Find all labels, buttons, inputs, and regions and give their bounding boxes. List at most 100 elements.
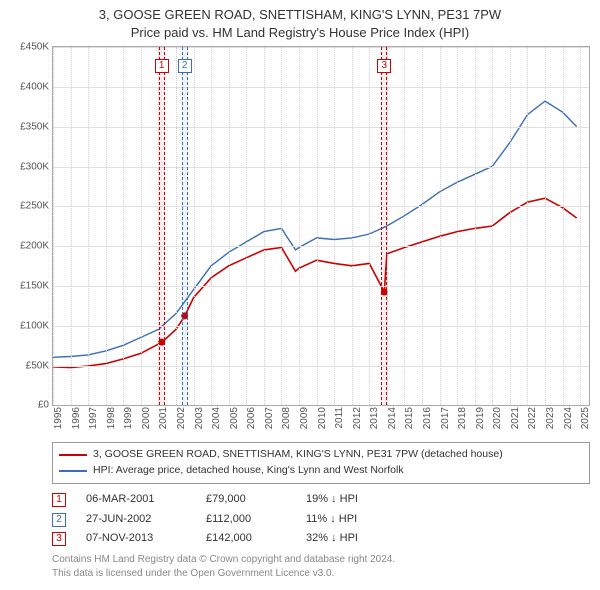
sale-delta: 11% ↓ HPI <box>306 510 357 530</box>
gridline-v <box>545 47 546 405</box>
x-tick-label: 2003 <box>194 407 205 429</box>
marker-band <box>159 47 165 405</box>
y-tick-label: £0 <box>38 400 49 411</box>
x-tick-label: 2002 <box>176 407 187 429</box>
series-line-hpi <box>53 101 577 357</box>
marker-label: 2 <box>178 59 192 73</box>
sale-row: 307-NOV-2013£142,00032% ↓ HPI <box>52 529 590 549</box>
x-tick-label: 2012 <box>352 407 363 429</box>
gridline-v <box>141 47 142 405</box>
gridline-v <box>106 47 107 405</box>
gridline-v <box>264 47 265 405</box>
marker-label: 1 <box>155 59 169 73</box>
attribution: Contains HM Land Registry data © Crown c… <box>52 553 590 580</box>
gridline-v <box>299 47 300 405</box>
sale-date: 27-JUN-2002 <box>86 510 186 530</box>
x-tick-label: 2000 <box>141 407 152 429</box>
sale-marker-number: 2 <box>52 513 66 527</box>
y-tick-label: £450K <box>20 42 49 53</box>
title-line-1: 3, GOOSE GREEN ROAD, SNETTISHAM, KING'S … <box>0 6 600 24</box>
gridline-v <box>510 47 511 405</box>
legend-label: HPI: Average price, detached house, King… <box>93 463 404 479</box>
sale-row: 106-MAR-2001£79,00019% ↓ HPI <box>52 490 590 510</box>
gridline-v <box>422 47 423 405</box>
gridline-h <box>53 286 589 287</box>
x-tick-label: 2007 <box>264 407 275 429</box>
gridline-v <box>53 47 54 405</box>
gridline-h <box>53 246 589 247</box>
x-tick-label: 2005 <box>229 407 240 429</box>
chart-container: 3, GOOSE GREEN ROAD, SNETTISHAM, KING'S … <box>0 0 600 590</box>
gridline-h <box>53 87 589 88</box>
x-tick-label: 2010 <box>317 407 328 429</box>
title-line-2: Price paid vs. HM Land Registry's House … <box>0 24 600 42</box>
x-tick-label: 2022 <box>527 407 538 429</box>
marker-band <box>381 47 387 405</box>
chart-svg <box>53 47 589 405</box>
gridline-h <box>53 47 589 48</box>
gridline-v <box>457 47 458 405</box>
sale-delta: 19% ↓ HPI <box>306 490 358 510</box>
sale-delta: 32% ↓ HPI <box>306 529 358 549</box>
gridline-v <box>404 47 405 405</box>
gridline-v <box>369 47 370 405</box>
x-tick-label: 2018 <box>457 407 468 429</box>
x-tick-label: 2011 <box>334 407 345 429</box>
gridline-v <box>492 47 493 405</box>
gridline-v <box>88 47 89 405</box>
sale-marker-number: 1 <box>52 493 66 507</box>
attribution-line-1: Contains HM Land Registry data © Crown c… <box>52 553 590 567</box>
x-tick-label: 2017 <box>440 407 451 429</box>
attribution-line-2: This data is licensed under the Open Gov… <box>52 567 590 581</box>
x-tick-label: 1999 <box>123 407 134 429</box>
x-tick-label: 2006 <box>246 407 257 429</box>
gridline-h <box>53 127 589 128</box>
gridline-v <box>246 47 247 405</box>
legend-row: 3, GOOSE GREEN ROAD, SNETTISHAM, KING'S … <box>59 447 583 463</box>
gridline-v <box>71 47 72 405</box>
gridline-v <box>527 47 528 405</box>
y-tick-label: £150K <box>20 281 49 292</box>
gridline-v <box>352 47 353 405</box>
y-tick-label: £200K <box>20 241 49 252</box>
x-tick-label: 2014 <box>387 407 398 429</box>
x-tick-label: 1997 <box>88 407 99 429</box>
gridline-v <box>281 47 282 405</box>
x-tick-label: 2001 <box>158 407 169 429</box>
legend-swatch <box>59 454 87 456</box>
x-tick-label: 2009 <box>299 407 310 429</box>
gridline-v <box>580 47 581 405</box>
x-tick-label: 1996 <box>71 407 82 429</box>
x-tick-label: 1995 <box>53 407 64 429</box>
gridline-h <box>53 206 589 207</box>
gridline-v <box>176 47 177 405</box>
x-tick-label: 2015 <box>404 407 415 429</box>
sales-table: 106-MAR-2001£79,00019% ↓ HPI227-JUN-2002… <box>52 490 590 549</box>
gridline-h <box>53 366 589 367</box>
legend-label: 3, GOOSE GREEN ROAD, SNETTISHAM, KING'S … <box>93 447 503 463</box>
x-tick-label: 2019 <box>475 407 486 429</box>
gridline-v <box>317 47 318 405</box>
legend-swatch <box>59 470 87 472</box>
gridline-v <box>229 47 230 405</box>
gridline-v <box>334 47 335 405</box>
chart-title-block: 3, GOOSE GREEN ROAD, SNETTISHAM, KING'S … <box>0 0 600 46</box>
gridline-v <box>194 47 195 405</box>
y-tick-label: £50K <box>26 360 49 371</box>
x-tick-label: 2023 <box>545 407 556 429</box>
x-tick-label: 2025 <box>580 407 591 429</box>
marker-label: 3 <box>377 59 391 73</box>
x-tick-label: 2008 <box>281 407 292 429</box>
gridline-v <box>563 47 564 405</box>
legend: 3, GOOSE GREEN ROAD, SNETTISHAM, KING'S … <box>52 442 590 484</box>
x-tick-label: 2020 <box>492 407 503 429</box>
x-tick-label: 2004 <box>211 407 222 429</box>
gridline-h <box>53 326 589 327</box>
gridline-h <box>53 167 589 168</box>
sale-marker-number: 3 <box>52 532 66 546</box>
y-tick-label: £250K <box>20 201 49 212</box>
sale-price: £79,000 <box>206 490 286 510</box>
gridline-v <box>475 47 476 405</box>
gridline-v <box>123 47 124 405</box>
x-tick-label: 1998 <box>106 407 117 429</box>
